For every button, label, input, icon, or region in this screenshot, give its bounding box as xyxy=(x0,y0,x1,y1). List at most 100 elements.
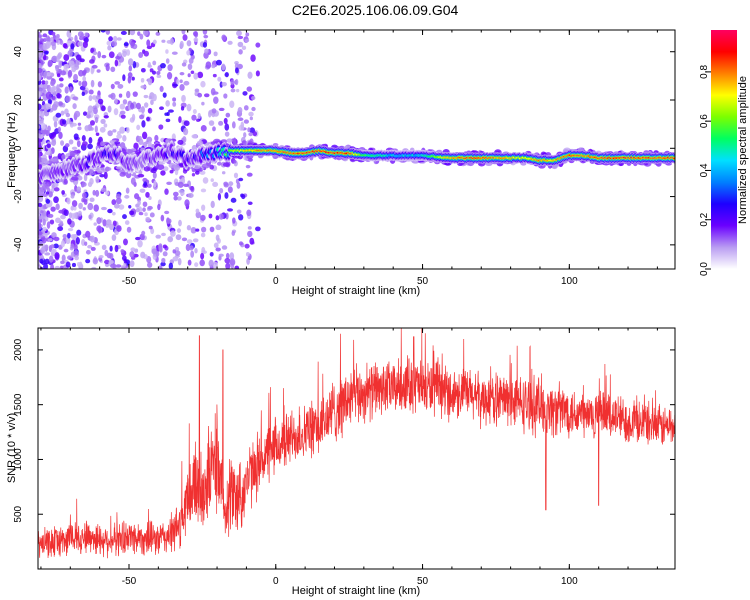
spectrogram-noise-cell xyxy=(187,63,193,71)
spectrogram-noise-cell xyxy=(250,54,256,62)
spectrogram-noise-cell xyxy=(109,245,113,252)
spectrogram-noise-cell xyxy=(53,243,59,249)
spectrogram-noise-cell xyxy=(82,207,86,211)
spectrogram-noise-cell xyxy=(137,240,143,248)
spectrogram-noise-cell xyxy=(110,263,116,269)
spectrogram-noise-cell xyxy=(200,188,207,193)
spectrogram-noise-cell xyxy=(105,30,111,35)
spectrogram-noise-cell xyxy=(181,30,186,35)
spectrogram-noise-cell xyxy=(120,114,126,119)
spectrogram-noise-cell xyxy=(79,58,85,63)
spectrogram-noise-cell xyxy=(96,217,102,225)
spectrogram-noise-cell xyxy=(247,226,252,230)
spectrogram-noise-cell xyxy=(87,111,91,115)
spectrogram-noise-cell xyxy=(248,111,254,117)
spectrogram-noise-cell xyxy=(78,202,83,210)
spectrogram-noise-cell xyxy=(51,31,56,36)
spectrogram-halo-cell xyxy=(114,141,121,145)
spectrogram-noise-cell xyxy=(116,134,123,139)
spectrogram-noise-cell xyxy=(212,181,219,188)
spectrogram-noise-cell xyxy=(165,118,171,123)
spectrogram-noise-cell xyxy=(120,249,125,254)
spectrogram-noise-cell xyxy=(224,71,229,78)
spectrogram-noise-cell xyxy=(71,146,78,150)
spectrogram-noise-cell xyxy=(131,113,136,122)
spectrogram-noise-cell xyxy=(93,107,98,115)
spectrogram-noise-cell xyxy=(164,210,170,215)
spectrogram-noise-cell xyxy=(255,226,261,232)
spectrogram-noise-cell xyxy=(65,112,71,118)
spectrogram-noise-cell xyxy=(179,40,184,49)
spectrogram-noise-cell xyxy=(193,37,199,43)
spectrogram-halo-cell xyxy=(177,139,184,145)
spectrogram-noise-cell xyxy=(46,143,51,149)
spectrogram-noise-cell xyxy=(56,84,60,92)
spectrogram-noise-cell xyxy=(67,232,71,239)
spectrogram-halo-cell xyxy=(201,163,210,169)
spectrogram-noise-cell xyxy=(46,221,51,229)
spectrogram-noise-cell xyxy=(55,217,61,224)
spectrogram-noise-cell xyxy=(90,79,95,88)
spectrogram-noise-cell xyxy=(107,208,113,214)
spectrogram-noise-cell xyxy=(82,76,87,82)
spectrogram-noise-cell xyxy=(48,238,53,242)
spectrogram-noise-cell xyxy=(244,243,250,249)
spectrogram-noise-cell xyxy=(139,33,144,40)
spectrogram-noise-cell xyxy=(155,31,161,36)
spectrogram-halo-cell xyxy=(222,162,230,167)
spectrogram-noise-cell xyxy=(197,71,204,79)
spectrogram-noise-cell xyxy=(62,42,68,49)
spectrogram-noise-cell xyxy=(184,199,190,207)
spectrogram-noise-cell xyxy=(108,36,113,42)
spectrogram-noise-cell xyxy=(219,188,224,194)
spectrogram-noise-cell xyxy=(169,38,175,45)
spectrogram-halo-cell xyxy=(217,161,222,166)
spectrogram-noise-cell xyxy=(200,252,205,260)
spectrogram-noise-cell xyxy=(162,92,167,98)
spectrogram-noise-cell xyxy=(94,125,98,133)
spectrogram-noise-cell xyxy=(131,76,135,81)
spectrogram-noise-cell xyxy=(246,86,253,92)
spectrogram-noise-cell xyxy=(51,139,57,147)
spectrogram-noise-cell xyxy=(95,175,100,184)
spectrogram-noise-cell xyxy=(239,241,243,246)
spectrogram-noise-cell xyxy=(65,95,71,103)
spectrogram-noise-cell xyxy=(44,252,51,256)
spectrogram-noise-cell xyxy=(245,32,250,37)
spectrogram-noise-cell xyxy=(67,218,72,225)
spectrogram-noise-cell xyxy=(145,216,151,222)
spectrogram-noise-cell xyxy=(101,105,106,112)
spectrogram-noise-cell xyxy=(38,116,42,121)
spectrogram-noise-cell xyxy=(73,73,78,82)
spectrogram-noise-cell xyxy=(40,122,46,130)
spectrogram-noise-cell xyxy=(92,257,99,265)
spectrogram-noise-cell xyxy=(47,213,54,218)
spectrogram-noise-cell xyxy=(173,195,178,201)
spectrogram-noise-cell xyxy=(237,41,244,48)
spectrogram-noise-cell xyxy=(60,140,65,146)
spectrogram-noise-cell xyxy=(117,52,122,57)
spectrogram-noise-cell xyxy=(147,183,152,188)
spectrogram-noise-cell xyxy=(161,39,166,43)
spectrogram-noise-cell xyxy=(241,45,247,51)
spectrogram-halo-cell xyxy=(119,171,126,177)
spectrogram-noise-cell xyxy=(208,213,213,219)
spectrogram-noise-cell xyxy=(70,251,75,259)
chart-title: C2E6.2025.106.06.09.G04 xyxy=(291,2,459,18)
spectrogram-noise-cell xyxy=(143,50,149,57)
spectrogram-noise-cell xyxy=(193,72,199,80)
spectrogram-noise-cell xyxy=(45,191,50,195)
spectrogram-noise-cell xyxy=(70,234,77,239)
spectrogram-noise-cell xyxy=(38,37,41,42)
spectrogram-noise-cell xyxy=(57,153,62,160)
spectrogram-noise-cell xyxy=(167,236,174,243)
spectrogram-noise-cell xyxy=(122,135,127,142)
spectrogram-noise-cell xyxy=(117,83,124,89)
spectrogram-noise-cell xyxy=(66,197,71,205)
spectrogram-noise-cell xyxy=(168,262,174,269)
spectrogram-noise-cell xyxy=(178,219,182,227)
spectrogram-noise-cell xyxy=(152,70,156,75)
spectrogram-halo-cell xyxy=(100,141,105,147)
spectrogram-halo-cell xyxy=(143,166,151,172)
